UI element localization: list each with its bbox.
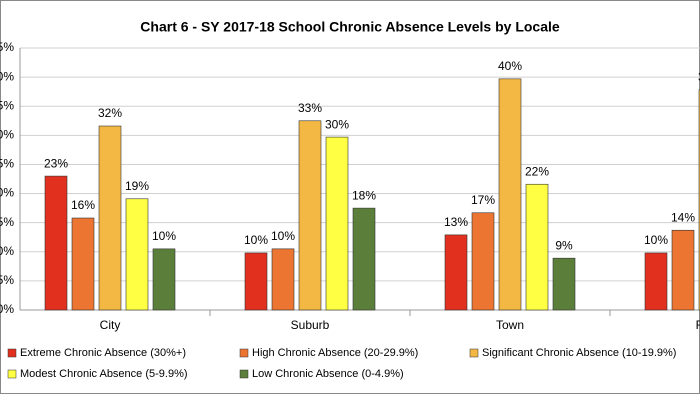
data-label: 40% bbox=[498, 59, 522, 73]
bar bbox=[444, 234, 468, 311]
bar bbox=[44, 175, 68, 311]
data-label: 10% bbox=[644, 233, 668, 247]
data-label: 13% bbox=[444, 215, 468, 229]
bar bbox=[644, 252, 668, 311]
y-tick-label: 35% bbox=[0, 98, 14, 112]
y-tick-label: 10% bbox=[0, 244, 14, 258]
data-label: 10% bbox=[152, 229, 176, 243]
legend-swatch bbox=[469, 348, 479, 358]
y-tick-label: 0% bbox=[0, 302, 14, 316]
bar bbox=[152, 248, 176, 311]
legend-label: Extreme Chronic Absence (30%+) bbox=[20, 347, 186, 359]
legend-label: Significant Chronic Absence (10-19.9%) bbox=[482, 347, 676, 359]
y-tick-label: 15% bbox=[0, 215, 14, 229]
legend-swatch bbox=[239, 348, 249, 358]
data-label: 14% bbox=[671, 210, 695, 224]
bar bbox=[71, 217, 95, 311]
bar bbox=[125, 198, 149, 311]
data-label: 18% bbox=[352, 188, 376, 202]
data-label: 10% bbox=[244, 233, 268, 247]
data-label: 23% bbox=[44, 156, 68, 170]
y-tick-label: 25% bbox=[0, 157, 14, 171]
x-tick-label: City bbox=[100, 318, 121, 332]
chart-title: Chart 6 - SY 2017-18 School Chronic Abse… bbox=[140, 19, 560, 35]
bar bbox=[325, 136, 349, 311]
y-tick-label: 45% bbox=[0, 40, 14, 54]
bar bbox=[498, 78, 522, 311]
y-tick-label: 5% bbox=[0, 273, 14, 287]
legend-label: Low Chronic Absence (0-4.9%) bbox=[252, 368, 404, 380]
data-label: 10% bbox=[271, 229, 295, 243]
bar bbox=[298, 120, 322, 311]
y-tick-label: 40% bbox=[0, 69, 14, 83]
data-label: 19% bbox=[125, 179, 149, 193]
bar bbox=[244, 252, 268, 311]
y-tick-label: 30% bbox=[0, 128, 14, 142]
data-label: 33% bbox=[298, 101, 322, 115]
legend-label: Modest Chronic Absence (5-9.9%) bbox=[20, 368, 188, 380]
data-label: 30% bbox=[325, 117, 349, 131]
bar bbox=[352, 207, 376, 311]
bar bbox=[98, 125, 122, 311]
x-tick-label: Suburb bbox=[291, 318, 330, 332]
legend-swatch bbox=[7, 369, 17, 379]
bar bbox=[525, 183, 549, 311]
y-tick-label: 20% bbox=[0, 186, 14, 200]
legend-swatch bbox=[7, 348, 17, 358]
legend-label: High Chronic Absence (20-29.9%) bbox=[252, 347, 418, 359]
data-label: 32% bbox=[98, 106, 122, 120]
x-tick-label: Rural bbox=[696, 318, 700, 332]
x-tick-label: Town bbox=[496, 318, 524, 332]
data-label: 22% bbox=[525, 164, 549, 178]
bar bbox=[471, 212, 495, 311]
bar bbox=[552, 257, 576, 311]
data-label: 9% bbox=[555, 238, 573, 252]
bar bbox=[271, 248, 295, 311]
legend-swatch bbox=[239, 369, 249, 379]
data-label: 38% bbox=[698, 70, 700, 84]
data-label: 16% bbox=[71, 198, 95, 212]
data-label: 17% bbox=[471, 193, 495, 207]
bar bbox=[671, 229, 695, 311]
